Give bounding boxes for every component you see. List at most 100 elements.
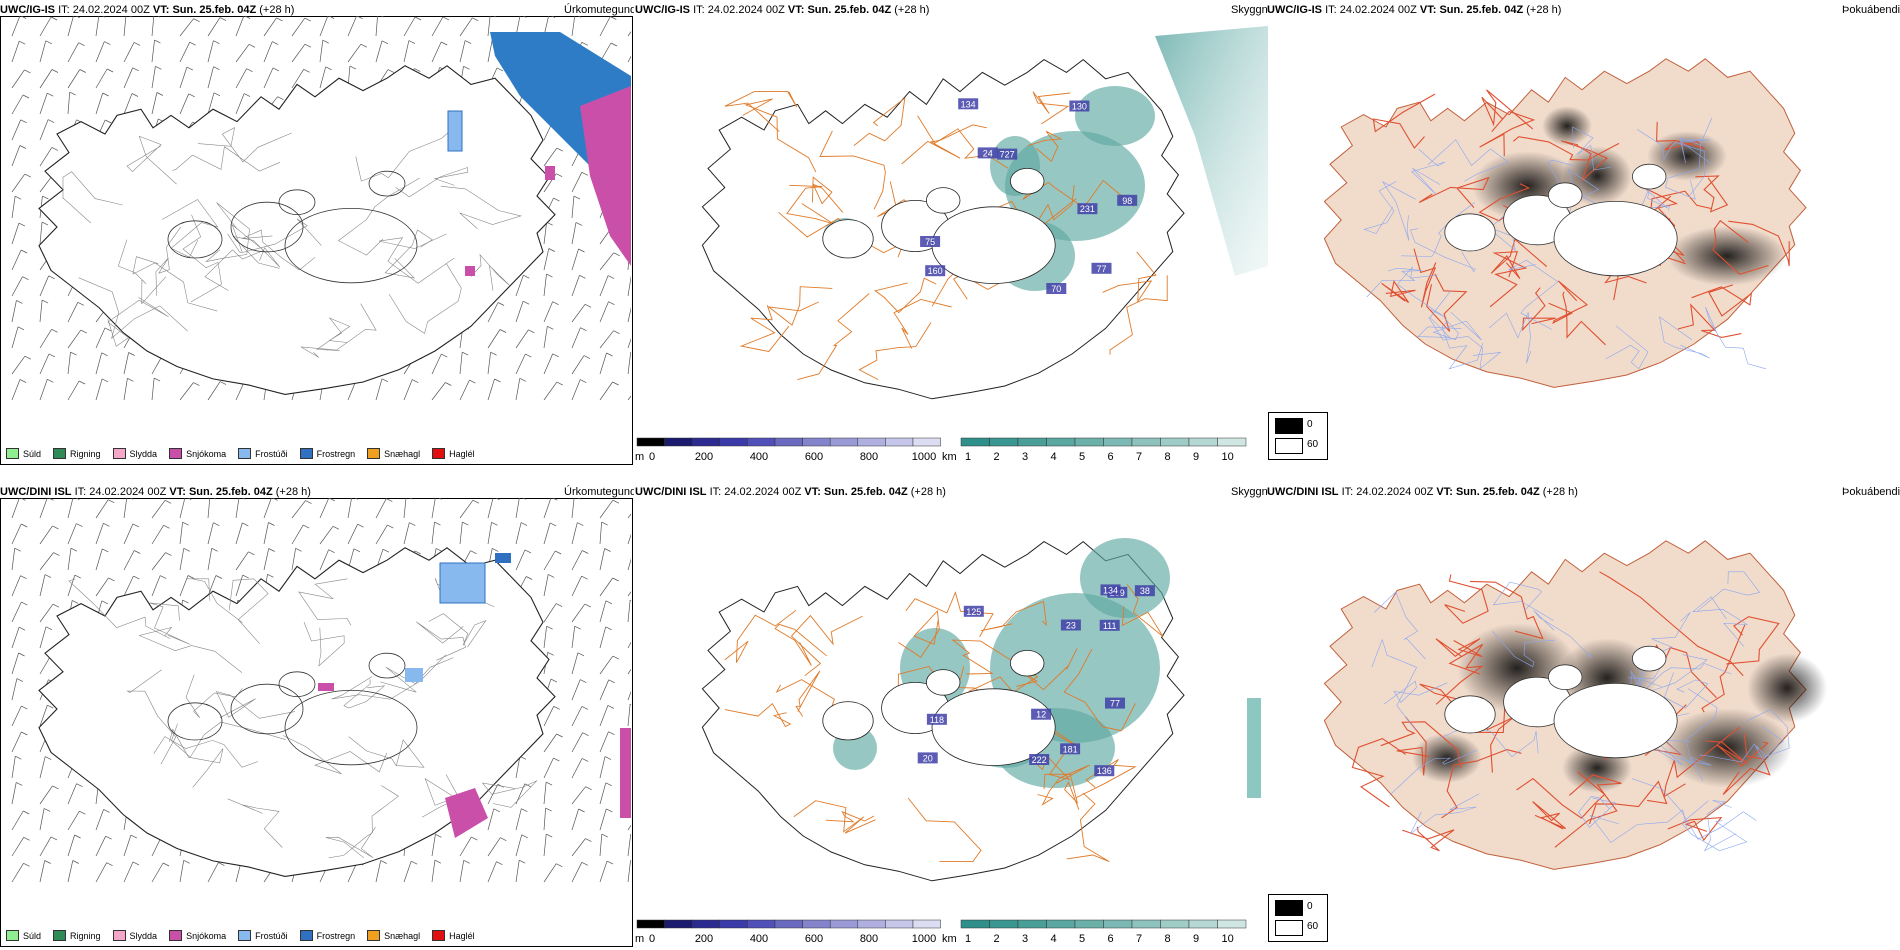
- legend-swatch: [169, 448, 183, 459]
- run-header: UWC/DINI ISL IT: 24.02.2024 00Z VT: Sun.…: [635, 486, 946, 498]
- legend-item: Rigning: [53, 448, 101, 459]
- legend-item: Frostúði: [238, 448, 288, 459]
- snow-tick: 1000: [912, 933, 936, 944]
- legend-swatch: [6, 448, 19, 459]
- legend-label: Rigning: [70, 448, 101, 459]
- vis-tick: 3: [1022, 451, 1028, 462]
- fog-legend-label: 60: [1307, 439, 1319, 450]
- legend-label: Snæhagl: [384, 930, 421, 941]
- valid-time: Sun. 25.feb. 04Z: [823, 486, 908, 498]
- snow-tick: 0: [649, 451, 655, 462]
- vis-tick: 7: [1136, 451, 1142, 462]
- snow-depth-label: 231: [1080, 204, 1095, 214]
- valid-time: Sun. 25.feb. 04Z: [172, 4, 257, 16]
- vis-tick: 9: [1193, 933, 1199, 944]
- init-time-label: IT:: [74, 486, 87, 498]
- snow-depth-label: 24: [983, 148, 993, 158]
- snow-depth-label: 77: [1096, 264, 1106, 274]
- snow-depth-label: 75: [925, 237, 935, 247]
- visibility-map: 2091253877111222134136181118122320: [701, 538, 1261, 882]
- panel-fog: UWC/DINI ISL IT: 24.02.2024 00Z VT: Sun.…: [1267, 482, 1900, 947]
- init-time: 24.02.2024 00Z: [707, 4, 785, 16]
- valid-time: Sun. 25.feb. 04Z: [1439, 4, 1524, 16]
- vis-tick: 1: [965, 451, 971, 462]
- legend-item: Súld: [6, 448, 41, 459]
- run-header: UWC/DINI ISL IT: 24.02.2024 00Z VT: Sun.…: [0, 486, 311, 498]
- panel-title: Úrkomutegund: [564, 4, 634, 16]
- snow-depth-label: 98: [1122, 196, 1132, 206]
- valid-time-label: VT:: [804, 486, 821, 498]
- snow-depth-label: 118: [930, 715, 944, 725]
- init-time: 24.02.2024 00Z: [72, 4, 150, 16]
- lead-time: (+28 h): [910, 486, 946, 498]
- panel-fog: UWC/IG-IS IT: 24.02.2024 00Z VT: Sun. 25…: [1267, 0, 1900, 465]
- snow-depth-label: 12: [1036, 710, 1046, 720]
- legend-label: Snæhagl: [384, 448, 421, 459]
- snow-colorbar: m 0 200 400 600 800 1000 km 1 2 3 4 5 6 7 8 9 10: [635, 919, 1247, 944]
- legend-item: Frostúði: [238, 930, 288, 941]
- snow-depth-label: 23: [1066, 621, 1076, 631]
- valid-time: Sun. 25.feb. 04Z: [188, 486, 273, 498]
- run-header: UWC/IG-IS IT: 24.02.2024 00Z VT: Sun. 25…: [1267, 4, 1561, 16]
- fog-swatch-dark: [1275, 900, 1303, 916]
- panel-title: Þokuábendi: [1842, 4, 1900, 16]
- precip-legend: Súld Rigning Slydda Snjókoma Frostúði Frostre…: [6, 930, 475, 941]
- legend-swatch: [6, 930, 19, 941]
- legend-label: Haglél: [449, 930, 475, 941]
- snow-depth-label: 38: [1140, 586, 1150, 596]
- legend-label: Frostregn: [316, 930, 356, 941]
- init-time: 24.02.2024 00Z: [1339, 4, 1417, 16]
- snow-tick: 400: [750, 933, 768, 944]
- vis-tick: 4: [1051, 451, 1057, 462]
- legend-swatch: [112, 930, 126, 941]
- snow-tick: 800: [860, 933, 878, 944]
- vis-tick: 8: [1165, 933, 1171, 944]
- vis-tick: 5: [1079, 933, 1085, 944]
- legend-label: Frostúði: [255, 930, 288, 941]
- legend-swatch: [299, 448, 313, 459]
- panel-title: Skyggni: [1231, 4, 1268, 16]
- snow-depth-label: 222: [1032, 755, 1047, 765]
- panel-visibility: UWC/DINI ISL IT: 24.02.2024 00Z VT: Sun.…: [635, 482, 1268, 947]
- fog-legend-label: 0: [1307, 419, 1313, 430]
- panel-title: Úrkomutegund: [564, 486, 634, 498]
- legend-label: Frostúði: [255, 448, 288, 459]
- valid-time-label: VT:: [1419, 4, 1437, 16]
- legend-swatch: [367, 930, 381, 941]
- panel-visibility: UWC/IG-IS IT: 24.02.2024 00Z VT: Sun. 25…: [635, 0, 1268, 465]
- legend-item: Snæhagl: [367, 930, 420, 941]
- vis-unit: km: [942, 451, 957, 462]
- snow-depth-label: 111: [1103, 621, 1117, 631]
- snow-tick: 200: [695, 451, 713, 462]
- snow-depth-label: 160: [928, 266, 943, 276]
- lead-time: (+28 h): [1542, 486, 1578, 498]
- fog-swatch-light: [1275, 920, 1303, 936]
- panel-title: Þokuábendi: [1842, 486, 1900, 498]
- vis-tick: 8: [1165, 451, 1171, 462]
- panel-title: Skyggni: [1231, 486, 1268, 498]
- init-time-label: IT:: [693, 4, 705, 16]
- snow-tick: 1000: [912, 451, 936, 462]
- vis-tick: 4: [1051, 933, 1057, 944]
- model-name: UWC/IG-IS: [1267, 4, 1322, 16]
- legend-item: Frostregn: [299, 448, 355, 459]
- model-name: UWC/IG-IS: [635, 4, 690, 16]
- legend-label: Slydda: [129, 930, 158, 941]
- legend-item: Frostregn: [299, 930, 356, 941]
- precip-map: [11, 16, 631, 401]
- vis-tick: 10: [1222, 451, 1234, 462]
- panel-precip-type: UWC/IG-IS IT: 24.02.2024 00Z VT: Sun. 25…: [0, 0, 634, 465]
- run-header: UWC/IG-IS IT: 24.02.2024 00Z VT: Sun. 25…: [0, 4, 294, 16]
- legend-label: Súld: [23, 448, 42, 459]
- fog-legend: 0 60: [1268, 412, 1328, 460]
- precip-frame: [0, 498, 633, 947]
- vis-tick: 6: [1108, 933, 1114, 944]
- valid-time: Sun. 25.feb. 04Z: [1455, 486, 1540, 498]
- snow-depth-label: 20: [923, 753, 933, 763]
- snow-depth-label: 727: [1000, 150, 1015, 160]
- init-time: 24.02.2024 00Z: [89, 486, 167, 498]
- legend-item: Snjókoma: [169, 448, 226, 459]
- fog-legend: 0 60: [1268, 894, 1328, 942]
- legend-swatch: [112, 448, 126, 459]
- vis-tick: 6: [1108, 451, 1114, 462]
